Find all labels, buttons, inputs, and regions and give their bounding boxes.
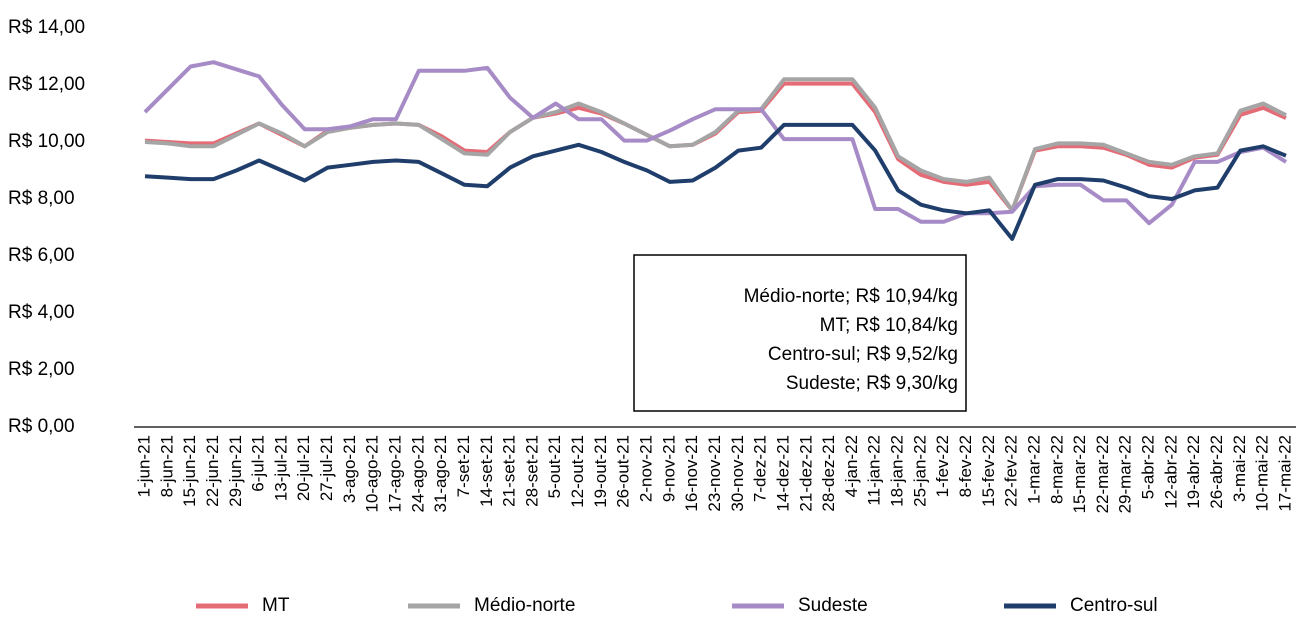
- x-tick-label: 19-abr-22: [1184, 435, 1203, 509]
- x-tick-label: 31-ago-21: [431, 435, 450, 513]
- annotation-text: Sudeste; R$ 9,30/kg: [786, 373, 958, 394]
- x-tick-label: 3-mai-22: [1230, 435, 1249, 502]
- x-tick-label: 19-out-21: [591, 435, 610, 508]
- x-tick-label: 7-set-21: [454, 435, 473, 497]
- x-tick-label: 3-ago-21: [340, 435, 359, 503]
- x-tick-label: 14-dez-21: [773, 435, 792, 512]
- x-tick-label: 1-fev-22: [933, 435, 952, 497]
- x-tick-label: 29-mar-22: [1116, 435, 1135, 513]
- x-tick-label: 22-mar-22: [1093, 435, 1112, 513]
- x-tick-label: 14-set-21: [477, 435, 496, 507]
- legend-label: Médio-norte: [474, 595, 575, 616]
- x-tick-label: 13-jul-21: [271, 435, 290, 501]
- y-tick-label: R$ 2,00: [8, 359, 75, 380]
- x-tick-label: 25-jan-22: [910, 435, 929, 507]
- x-tick-label: 29-jun-21: [226, 435, 245, 507]
- x-tick-label: 5-abr-22: [1139, 435, 1158, 499]
- legend-label: Sudeste: [798, 595, 868, 616]
- x-tick-label: 26-abr-22: [1207, 435, 1226, 509]
- annotation-text: MT; R$ 10,84/kg: [820, 315, 958, 336]
- annotation-text: Médio-norte; R$ 10,94/kg: [744, 286, 958, 307]
- series-line: [143, 60, 1288, 226]
- x-tick-label: 8-fev-22: [956, 435, 975, 497]
- x-tick-label: 20-jul-21: [294, 435, 313, 501]
- y-tick-label: R$ 0,00: [8, 416, 75, 437]
- x-tick-label: 21-set-21: [500, 435, 519, 507]
- x-tick-label: 22-fev-22: [1002, 435, 1021, 507]
- x-tick-label: 23-nov-21: [705, 435, 724, 512]
- y-tick-label: R$ 8,00: [8, 188, 75, 209]
- x-tick-label: 16-nov-21: [682, 435, 701, 512]
- x-tick-label: 1-jun-21: [134, 435, 153, 497]
- series-line: [144, 77, 1287, 213]
- x-tick-label: 4-jan-22: [842, 435, 861, 497]
- x-tick-label: 2-nov-21: [637, 435, 656, 502]
- x-tick-label: 28-dez-21: [819, 435, 838, 512]
- x-tick-label: 17-ago-21: [386, 435, 405, 513]
- x-tick-label: 21-dez-21: [796, 435, 815, 512]
- y-tick-label: R$ 14,00: [8, 17, 85, 38]
- x-tick-label: 27-jul-21: [317, 435, 336, 501]
- x-tick-label: 18-jan-22: [888, 435, 907, 507]
- x-tick-label: 9-nov-21: [659, 435, 678, 502]
- series-line: [144, 122, 1287, 241]
- x-tick-label: 28-set-21: [522, 435, 541, 507]
- x-tick-label: 26-out-21: [614, 435, 633, 508]
- x-tick-label: 15-jun-21: [180, 435, 199, 507]
- annotation-text: Centro-sul; R$ 9,52/kg: [768, 344, 958, 365]
- x-tick-label: 12-out-21: [568, 435, 587, 508]
- x-tick-label: 17-mai-22: [1275, 435, 1294, 512]
- y-tick-label: R$ 10,00: [8, 131, 85, 152]
- x-tick-label: 11-jan-22: [865, 435, 884, 506]
- y-tick-label: R$ 12,00: [8, 74, 85, 95]
- x-tick-label: 8-mar-22: [1047, 435, 1066, 504]
- x-tick-label: 15-mar-22: [1070, 435, 1089, 513]
- x-tick-label: 30-nov-21: [728, 435, 747, 512]
- x-tick-label: 12-abr-22: [1161, 435, 1180, 509]
- x-tick-label: 6-jul-21: [249, 435, 268, 492]
- legend-label: Centro-sul: [1070, 595, 1158, 616]
- y-tick-label: R$ 4,00: [8, 302, 75, 323]
- x-tick-label: 5-out-21: [545, 435, 564, 498]
- x-tick-label: 8-jun-21: [157, 435, 176, 497]
- legend-label: MT: [262, 595, 290, 616]
- x-tick-label: 24-ago-21: [408, 435, 427, 513]
- x-tick-label: 1-mar-22: [1024, 435, 1043, 504]
- x-tick-label: 7-dez-21: [751, 435, 770, 502]
- x-tick-label: 15-fev-22: [979, 435, 998, 507]
- y-tick-label: R$ 6,00: [8, 245, 75, 266]
- x-tick-label: 10-ago-21: [363, 435, 382, 513]
- x-tick-label: 22-jun-21: [203, 435, 222, 507]
- annotation-box: [633, 254, 967, 412]
- x-tick-label: 10-mai-22: [1253, 435, 1272, 512]
